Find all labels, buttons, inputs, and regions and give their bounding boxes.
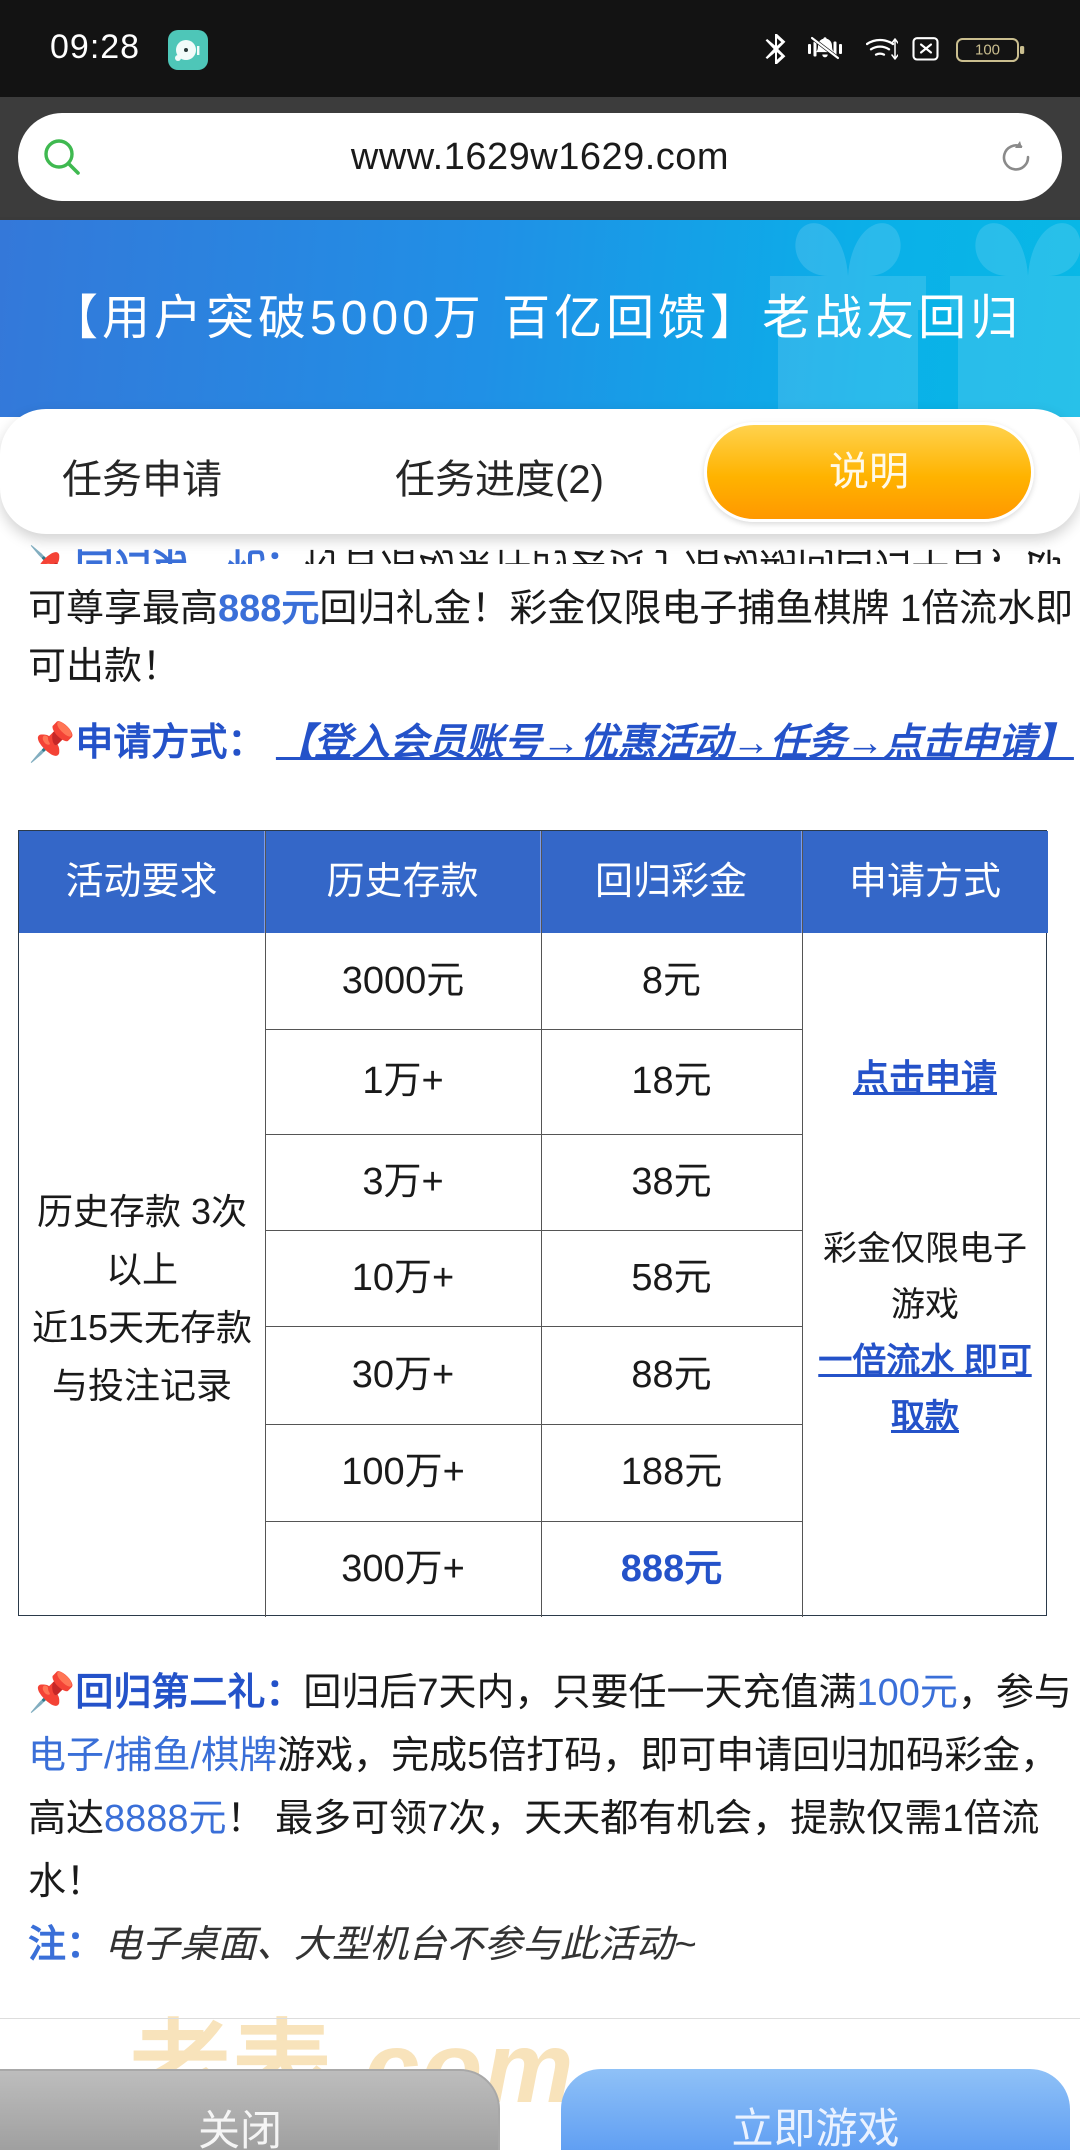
svg-text:100: 100	[975, 42, 1000, 59]
